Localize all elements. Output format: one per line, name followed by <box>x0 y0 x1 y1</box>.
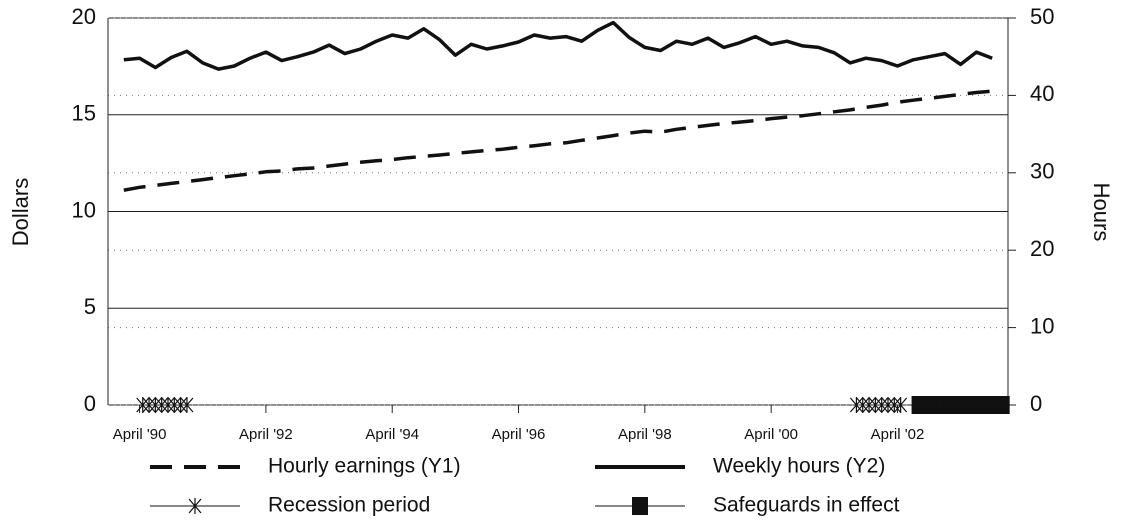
x-tick-label: April '90 <box>113 426 167 443</box>
legend-label: Hourly earnings (Y1) <box>268 455 461 478</box>
legend-label: Recession period <box>268 494 430 517</box>
y2-tick-label: 40 <box>1030 81 1054 106</box>
series-marker <box>136 397 150 413</box>
series-marker <box>993 396 1010 414</box>
series-marker <box>849 397 863 413</box>
series-marker <box>868 397 882 413</box>
legend-label: Safeguards in effect <box>713 494 900 517</box>
x-tick-label: April '92 <box>239 426 293 443</box>
y-axis-label: Dollars <box>8 178 33 246</box>
series-marker <box>894 397 908 413</box>
y-tick-label: 20 <box>72 4 96 29</box>
series-marker <box>174 397 188 413</box>
x-tick-label: April '94 <box>365 426 419 443</box>
series-marker <box>142 397 156 413</box>
y-tick-label: 5 <box>84 294 96 319</box>
y2-tick-label: 10 <box>1030 313 1054 338</box>
series-marker <box>875 397 889 413</box>
series-marker <box>148 397 162 413</box>
y-tick-label: 0 <box>84 391 96 416</box>
series-marker <box>167 397 181 413</box>
series-marker <box>180 397 194 413</box>
y2-tick-label: 20 <box>1030 236 1054 261</box>
y-tick-label: 15 <box>72 101 96 126</box>
series-marker <box>881 397 895 413</box>
series-line <box>123 89 993 192</box>
legend-swatch-marker <box>632 497 648 515</box>
y2-tick-label: 50 <box>1030 4 1054 29</box>
y-tick-label: 10 <box>72 197 96 222</box>
series-marker <box>862 397 876 413</box>
series-line <box>123 20 993 71</box>
legend-swatch-marker <box>188 498 202 514</box>
x-tick-label: April '02 <box>871 426 925 443</box>
series-marker <box>856 397 870 413</box>
x-tick-label: April '00 <box>744 426 798 443</box>
y2-tick-label: 0 <box>1030 391 1042 416</box>
y2-axis-label: Hours <box>1089 183 1114 242</box>
series-marker <box>155 397 169 413</box>
y2-tick-label: 30 <box>1030 159 1054 184</box>
legend-label: Weekly hours (Y2) <box>713 455 885 478</box>
x-tick-label: April '96 <box>492 426 546 443</box>
series-marker <box>887 397 901 413</box>
series-marker <box>161 397 175 413</box>
x-tick-label: April '98 <box>618 426 672 443</box>
